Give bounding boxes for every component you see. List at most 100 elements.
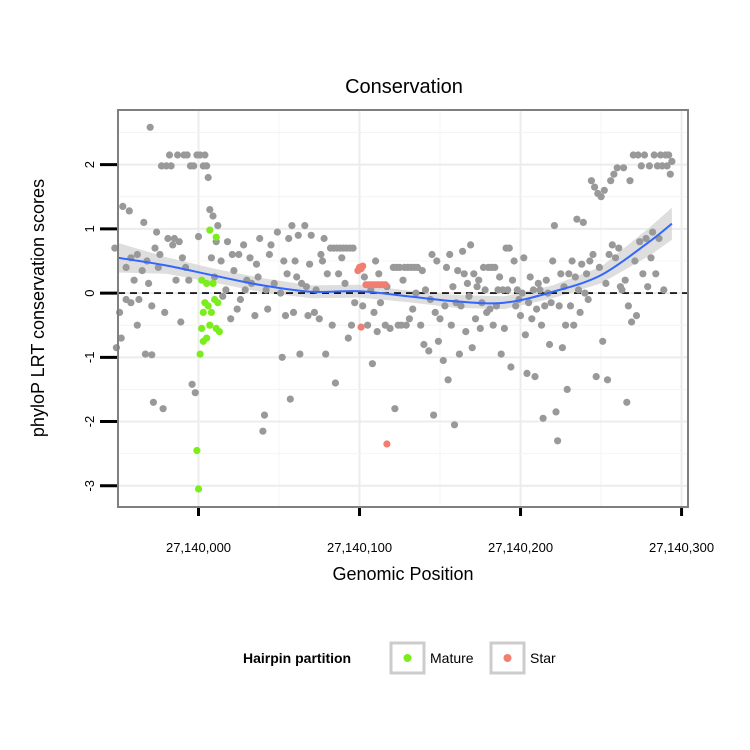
point-other (428, 250, 436, 259)
point-other (518, 289, 526, 297)
point-other (252, 260, 261, 268)
point-other (599, 337, 607, 345)
point-other (441, 302, 449, 310)
point-other (521, 331, 530, 339)
point-other (491, 263, 499, 271)
point-other (576, 308, 584, 316)
point-other (306, 260, 314, 268)
point-other (573, 215, 581, 223)
point-other (240, 241, 248, 249)
point-other (497, 350, 505, 358)
point-other (563, 385, 571, 393)
point-other (541, 302, 549, 310)
plot-panel-border (117, 109, 689, 508)
point-other (631, 257, 639, 265)
point-other (349, 244, 357, 252)
point-other (294, 231, 302, 239)
point-other (500, 324, 508, 332)
point-other (204, 173, 212, 182)
point-other (335, 270, 343, 278)
point-other (649, 228, 657, 236)
point-other (375, 270, 383, 278)
point-mature (194, 485, 203, 493)
point-other (304, 312, 312, 320)
point-other (579, 218, 587, 226)
point-other (145, 279, 153, 287)
point-other (632, 312, 641, 320)
x-tick-label: 27,140,300 (649, 540, 714, 555)
point-other (533, 305, 541, 313)
point-other (468, 344, 476, 352)
point-other (568, 257, 576, 265)
point-other (471, 315, 480, 323)
point-other (270, 279, 278, 287)
point-other (149, 398, 157, 406)
point-other (457, 302, 465, 310)
point-other (621, 276, 629, 284)
point-other (420, 340, 428, 349)
point-other (227, 315, 235, 323)
point-other (462, 328, 470, 336)
point-other (288, 222, 296, 230)
point-other (228, 250, 236, 259)
point-other (620, 164, 628, 172)
point-other (581, 289, 589, 297)
point-other (529, 286, 538, 294)
point-other (591, 183, 599, 191)
point-other (301, 222, 309, 230)
point-other (473, 283, 481, 291)
point-other (262, 286, 270, 294)
point-other (399, 276, 407, 284)
point-other (344, 334, 352, 342)
point-other (465, 292, 473, 300)
point-other (207, 254, 215, 262)
point-other (188, 380, 196, 388)
point-other (154, 263, 162, 271)
point-other (372, 257, 380, 265)
point-other (130, 276, 138, 284)
point-other (666, 170, 674, 178)
smooth-line (117, 222, 673, 305)
point-other (597, 193, 605, 201)
point-other (265, 250, 273, 259)
point-other (592, 373, 600, 381)
point-other (442, 263, 451, 271)
point-star (381, 281, 389, 289)
point-other (318, 257, 327, 265)
point-other (566, 302, 575, 310)
point-other (583, 270, 591, 278)
point-other (430, 411, 438, 419)
point-other (660, 286, 668, 294)
point-other (223, 238, 232, 246)
point-other (364, 321, 372, 329)
point-other (277, 289, 285, 297)
point-other (637, 162, 645, 170)
point-other (222, 286, 230, 294)
point-other (246, 254, 254, 262)
point-other (323, 270, 331, 278)
point-other (587, 177, 596, 185)
point-other (206, 206, 214, 214)
point-other (417, 321, 425, 329)
point-other (164, 234, 172, 243)
point-other (512, 302, 520, 310)
point-other (281, 312, 290, 320)
point-other (230, 267, 238, 275)
grid (118, 110, 688, 507)
point-other (421, 286, 430, 294)
point-other (351, 299, 359, 307)
point-mature (206, 321, 214, 329)
point-other (156, 250, 164, 259)
point-other (640, 151, 649, 159)
point-other (148, 351, 156, 359)
point-other (450, 421, 459, 429)
x-axis-title: Genomic Position (332, 564, 473, 584)
point-other (610, 170, 618, 178)
point-other (175, 238, 183, 246)
point-other (177, 318, 185, 326)
point-other (574, 286, 583, 294)
y-tick-label: -2 (82, 416, 97, 428)
legend-label-star: Star (530, 650, 556, 666)
point-other (605, 250, 613, 259)
point-other (141, 350, 149, 358)
